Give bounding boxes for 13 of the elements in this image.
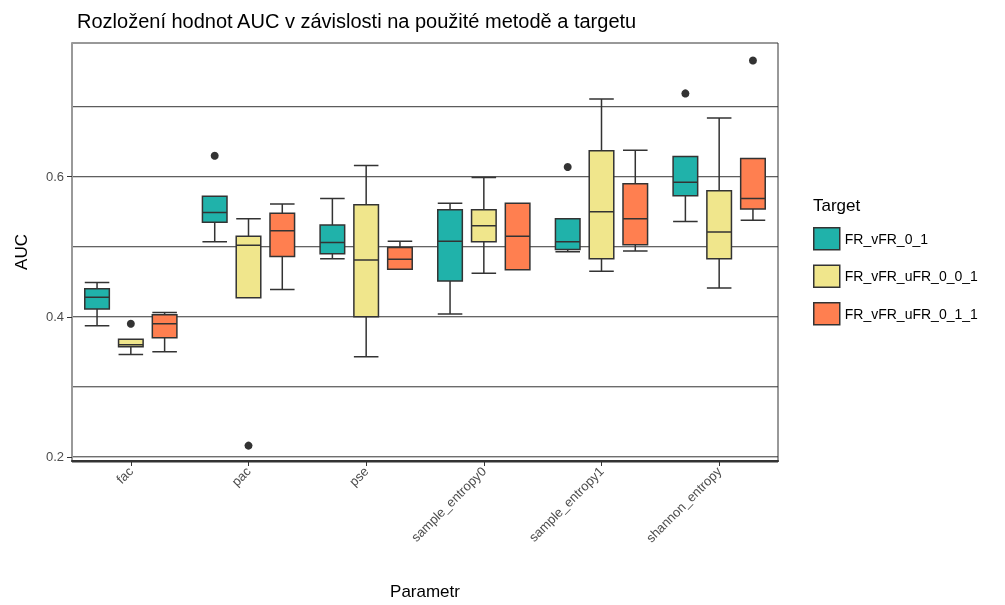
y-axis-title: AUC bbox=[12, 234, 31, 270]
x-tick-label: pac bbox=[228, 463, 255, 490]
y-tick-label: 0.2 bbox=[45, 449, 64, 465]
y-tick-label: 0.6 bbox=[45, 169, 64, 185]
y-tick-label: 0.4 bbox=[45, 309, 64, 325]
x-tick-label: fac bbox=[113, 463, 137, 487]
legend-label: FR_vFR_uFR_0_0_1 bbox=[844, 268, 979, 285]
x-tick-label: pse bbox=[346, 463, 372, 490]
legend-label: FR_vFR_uFR_0_1_1 bbox=[844, 305, 979, 322]
chart-title: Rozložení hodnot AUC v závislosti na použité metodě a targetu bbox=[77, 10, 637, 32]
legend-title: Target bbox=[813, 196, 861, 215]
x-axis-title: Parametr bbox=[390, 582, 461, 601]
legend-label: FR_vFR_0_1 bbox=[844, 230, 929, 247]
